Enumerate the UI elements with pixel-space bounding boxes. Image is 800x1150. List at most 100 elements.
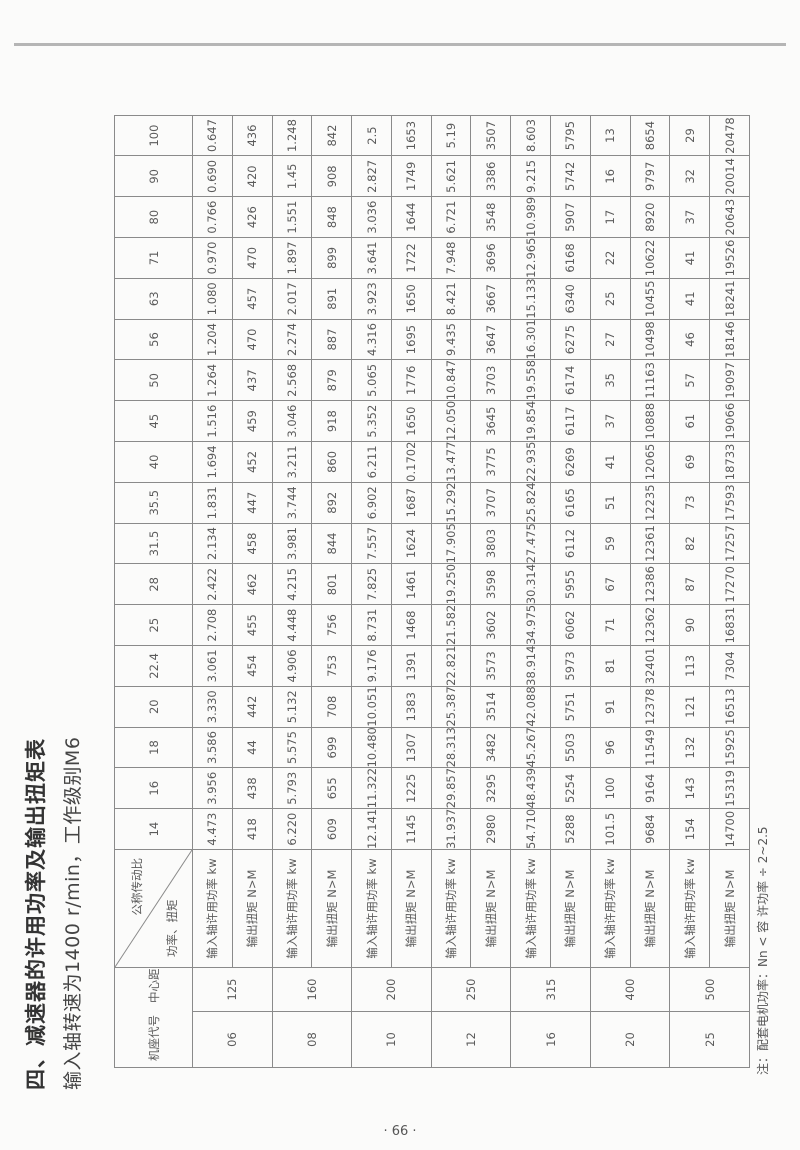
power-value-cell: 5.352 xyxy=(351,400,392,442)
torque-value-cell: 18733 xyxy=(709,441,750,483)
power-value-cell: 2.134 xyxy=(192,523,233,564)
torque-value-cell: 12065 xyxy=(630,441,670,483)
power-value-cell: 132 xyxy=(669,727,710,768)
frame-code-cell: 20 xyxy=(590,1011,670,1068)
torque-value-cell: 17257 xyxy=(709,523,750,564)
power-value-cell: 1.897 xyxy=(272,237,312,279)
torque-value-cell: 899 xyxy=(311,237,352,279)
torque-value-cell: 0.1702 xyxy=(391,441,432,483)
power-value-cell: 96 xyxy=(590,727,631,768)
torque-value-cell: 1722 xyxy=(391,237,432,279)
torque-value-cell: 1695 xyxy=(391,319,432,360)
power-value-cell: 1.264 xyxy=(192,359,233,401)
torque-value-cell: 470 xyxy=(232,319,273,360)
power-value-cell: 12.050 xyxy=(431,400,471,442)
torque-value-cell: 20014 xyxy=(709,155,750,197)
power-value-cell: 1.516 xyxy=(192,400,233,442)
power-value-cell: 13.477 xyxy=(431,441,471,483)
frame-code-cell: 16 xyxy=(510,1011,591,1068)
power-label-cell: 输入轴许用功率 kw xyxy=(351,849,392,968)
torque-value-cell: 891 xyxy=(311,278,352,320)
power-value-cell: 7.557 xyxy=(351,523,392,564)
frame-code-cell: 06 xyxy=(192,1011,273,1068)
power-value-cell: 67 xyxy=(590,563,631,605)
torque-value-cell: 3667 xyxy=(470,278,511,320)
torque-value-cell: 9684 xyxy=(630,808,670,850)
power-value-cell: 8.421 xyxy=(431,278,471,320)
torque-value-cell: 420 xyxy=(232,155,273,197)
power-value-cell: 2.422 xyxy=(192,563,233,605)
torque-value-cell: 801 xyxy=(311,563,352,605)
frame-code-header: 机座代号 xyxy=(146,1015,161,1061)
power-value-cell: 37 xyxy=(669,196,710,238)
power-value-cell: 4.316 xyxy=(351,319,392,360)
ratio-header-cell: 25 xyxy=(114,604,193,646)
torque-value-cell: 1650 xyxy=(391,400,432,442)
torque-value-cell: 3707 xyxy=(470,482,511,524)
torque-value-cell: 3514 xyxy=(470,686,511,728)
center-distance-cell: 315 xyxy=(510,967,591,1012)
power-value-cell: 7.825 xyxy=(351,563,392,605)
power-value-cell: 3.586 xyxy=(192,727,233,768)
power-value-cell: 10.847 xyxy=(431,359,471,401)
power-value-cell: 143 xyxy=(669,767,710,809)
torque-value-cell: 6062 xyxy=(550,604,591,646)
power-value-cell: 22 xyxy=(590,237,631,279)
torque-value-cell: 6275 xyxy=(550,319,591,360)
power-value-cell: 113 xyxy=(669,645,710,687)
power-label-cell: 输入轴许用功率 kw xyxy=(510,849,551,968)
torque-value-cell: 9797 xyxy=(630,155,670,197)
torque-label-cell: 输出扭矩 N>M xyxy=(630,849,670,968)
torque-value-cell: 708 xyxy=(311,686,352,728)
power-value-cell: 5.621 xyxy=(431,155,471,197)
power-value-cell: 1.204 xyxy=(192,319,233,360)
power-value-cell: 3.981 xyxy=(272,523,312,564)
torque-value-cell: 1225 xyxy=(391,767,432,809)
torque-value-cell: 655 xyxy=(311,767,352,809)
power-value-cell: 19.250 xyxy=(431,563,471,605)
torque-value-cell: 462 xyxy=(232,563,273,605)
power-value-cell: 29.857 xyxy=(431,767,471,809)
frame-center-header: 机座代号中心距 xyxy=(114,967,193,1068)
power-value-cell: 87 xyxy=(669,563,710,605)
table-row-power: 10 200 输入轴许用功率 kw 12.141 11.322 10.480 10.051 9… xyxy=(351,115,432,1068)
power-value-cell: 29 xyxy=(669,115,710,156)
torque-value-cell: 18146 xyxy=(709,319,750,360)
center-distance-cell: 125 xyxy=(192,967,273,1012)
torque-value-cell: 2980 xyxy=(470,808,511,850)
ratio-header-cell: 80 xyxy=(114,196,193,238)
ratio-header-cell: 90 xyxy=(114,155,193,197)
power-value-cell: 41 xyxy=(669,237,710,279)
torque-value-cell: 15925 xyxy=(709,727,750,768)
torque-value-cell: 1776 xyxy=(391,359,432,401)
table-row-torque: 输出扭矩 N>M 1145 1225 1307 1383 1391 1468 1461 1624… xyxy=(391,115,432,1067)
power-value-cell: 6.902 xyxy=(351,482,392,524)
torque-value-cell: 5795 xyxy=(550,115,591,156)
torque-value-cell: 844 xyxy=(311,523,352,564)
ratio-header-cell: 28 xyxy=(114,563,193,605)
power-value-cell: 3.036 xyxy=(351,196,392,238)
power-value-cell: 15.292 xyxy=(431,482,471,524)
power-value-cell: 45.267 xyxy=(510,727,551,768)
torque-label-cell: 输出扭矩 N>M xyxy=(550,849,591,968)
torque-value-cell: 1307 xyxy=(391,727,432,768)
center-distance-cell: 200 xyxy=(351,967,432,1012)
power-value-cell: 1.694 xyxy=(192,441,233,483)
torque-value-cell: 442 xyxy=(232,686,273,728)
torque-value-cell: 1687 xyxy=(391,482,432,524)
torque-value-cell: 10498 xyxy=(630,319,670,360)
table-row-torque: 输出扭矩 N>M 14700 15319 15925 16513 7304 16831 172… xyxy=(709,115,750,1067)
power-value-cell: 48.439 xyxy=(510,767,551,809)
torque-value-cell: 20478 xyxy=(709,115,750,156)
torque-value-cell: 452 xyxy=(232,441,273,483)
table-row-power: 20 400 输入轴许用功率 kw 101.5 100 96 91 81 71 67 59 51 41 3… xyxy=(590,115,670,1068)
power-value-cell: 16 xyxy=(590,155,631,197)
power-value-cell: 154 xyxy=(669,808,710,850)
ratio-header-cell: 45 xyxy=(114,400,193,442)
torque-value-cell: 7304 xyxy=(709,645,750,687)
frame-code-cell: 08 xyxy=(272,1011,352,1068)
diagonal-line xyxy=(115,850,192,967)
torque-value-cell: 8920 xyxy=(630,196,670,238)
torque-value-cell: 908 xyxy=(311,155,352,197)
table-row-power: 16 315 输入轴许用功率 kw 54.710 48.439 45.267 42.088 3… xyxy=(510,115,591,1068)
